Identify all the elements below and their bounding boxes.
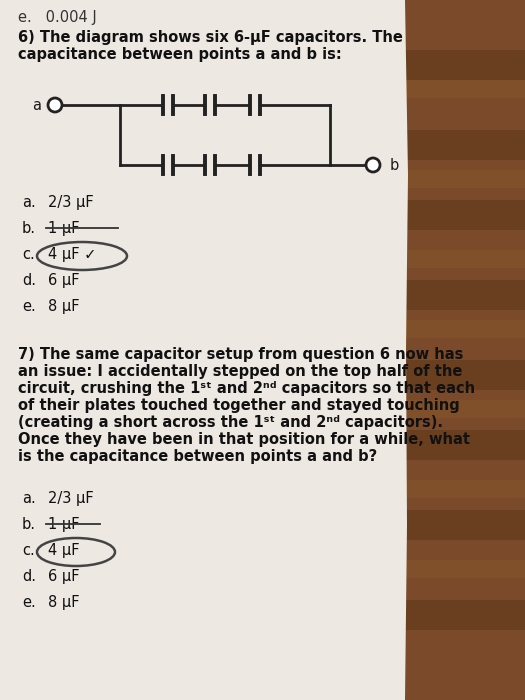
Text: Once they have been in that position for a while, what: Once they have been in that position for… bbox=[18, 432, 470, 447]
Bar bbox=[390, 430, 525, 460]
Text: 1 μF: 1 μF bbox=[48, 221, 79, 236]
Text: (creating a short across the 1ˢᵗ and 2ⁿᵈ capacitors).: (creating a short across the 1ˢᵗ and 2ⁿᵈ… bbox=[18, 415, 443, 430]
Text: an issue: I accidentally stepped on the top half of the: an issue: I accidentally stepped on the … bbox=[18, 364, 463, 379]
Text: is the capacitance between points a and b?: is the capacitance between points a and … bbox=[18, 449, 377, 464]
Text: 8 μF: 8 μF bbox=[48, 595, 79, 610]
Text: b.: b. bbox=[22, 517, 36, 532]
Text: 2/3 μF: 2/3 μF bbox=[48, 195, 93, 210]
Text: 8 μF: 8 μF bbox=[48, 299, 79, 314]
Bar bbox=[400, 80, 525, 98]
Circle shape bbox=[48, 98, 62, 112]
Bar bbox=[390, 600, 525, 630]
Bar bbox=[400, 480, 525, 498]
Text: b: b bbox=[390, 158, 399, 172]
Text: e.   0.004 J: e. 0.004 J bbox=[18, 10, 97, 25]
Text: d.: d. bbox=[22, 569, 36, 584]
Bar bbox=[390, 360, 525, 390]
Text: c.: c. bbox=[22, 247, 35, 262]
Text: 4 μF: 4 μF bbox=[48, 543, 79, 558]
Text: 7) The same capacitor setup from question 6 now has: 7) The same capacitor setup from questio… bbox=[18, 347, 464, 362]
Text: a.: a. bbox=[22, 195, 36, 210]
Bar bbox=[390, 200, 525, 230]
Bar bbox=[400, 170, 525, 188]
Bar bbox=[400, 400, 525, 418]
Text: 6) The diagram shows six 6-μF capacitors. The: 6) The diagram shows six 6-μF capacitors… bbox=[18, 30, 403, 45]
Text: 6 μF: 6 μF bbox=[48, 569, 79, 584]
Bar bbox=[390, 130, 525, 160]
Text: 4 μF ✓: 4 μF ✓ bbox=[48, 247, 97, 262]
Text: circuit, crushing the 1ˢᵗ and 2ⁿᵈ capacitors so that each: circuit, crushing the 1ˢᵗ and 2ⁿᵈ capaci… bbox=[18, 381, 475, 396]
Text: a.: a. bbox=[22, 491, 36, 506]
Text: of their plates touched together and stayed touching: of their plates touched together and sta… bbox=[18, 398, 460, 413]
Bar bbox=[390, 280, 525, 310]
Text: e.: e. bbox=[22, 299, 36, 314]
Bar bbox=[390, 510, 525, 540]
Text: 6 μF: 6 μF bbox=[48, 273, 79, 288]
Text: a: a bbox=[32, 97, 41, 113]
Bar bbox=[400, 320, 525, 338]
Text: c.: c. bbox=[22, 543, 35, 558]
Bar bbox=[400, 560, 525, 578]
Text: 1 μF: 1 μF bbox=[48, 517, 79, 532]
Text: e.: e. bbox=[22, 595, 36, 610]
Text: capacitance between points a and b is:: capacitance between points a and b is: bbox=[18, 47, 342, 62]
Text: 2/3 μF: 2/3 μF bbox=[48, 491, 93, 506]
Polygon shape bbox=[0, 0, 408, 700]
Bar bbox=[400, 250, 525, 268]
Circle shape bbox=[366, 158, 380, 172]
Text: b.: b. bbox=[22, 221, 36, 236]
Text: d.: d. bbox=[22, 273, 36, 288]
Bar bbox=[390, 50, 525, 80]
